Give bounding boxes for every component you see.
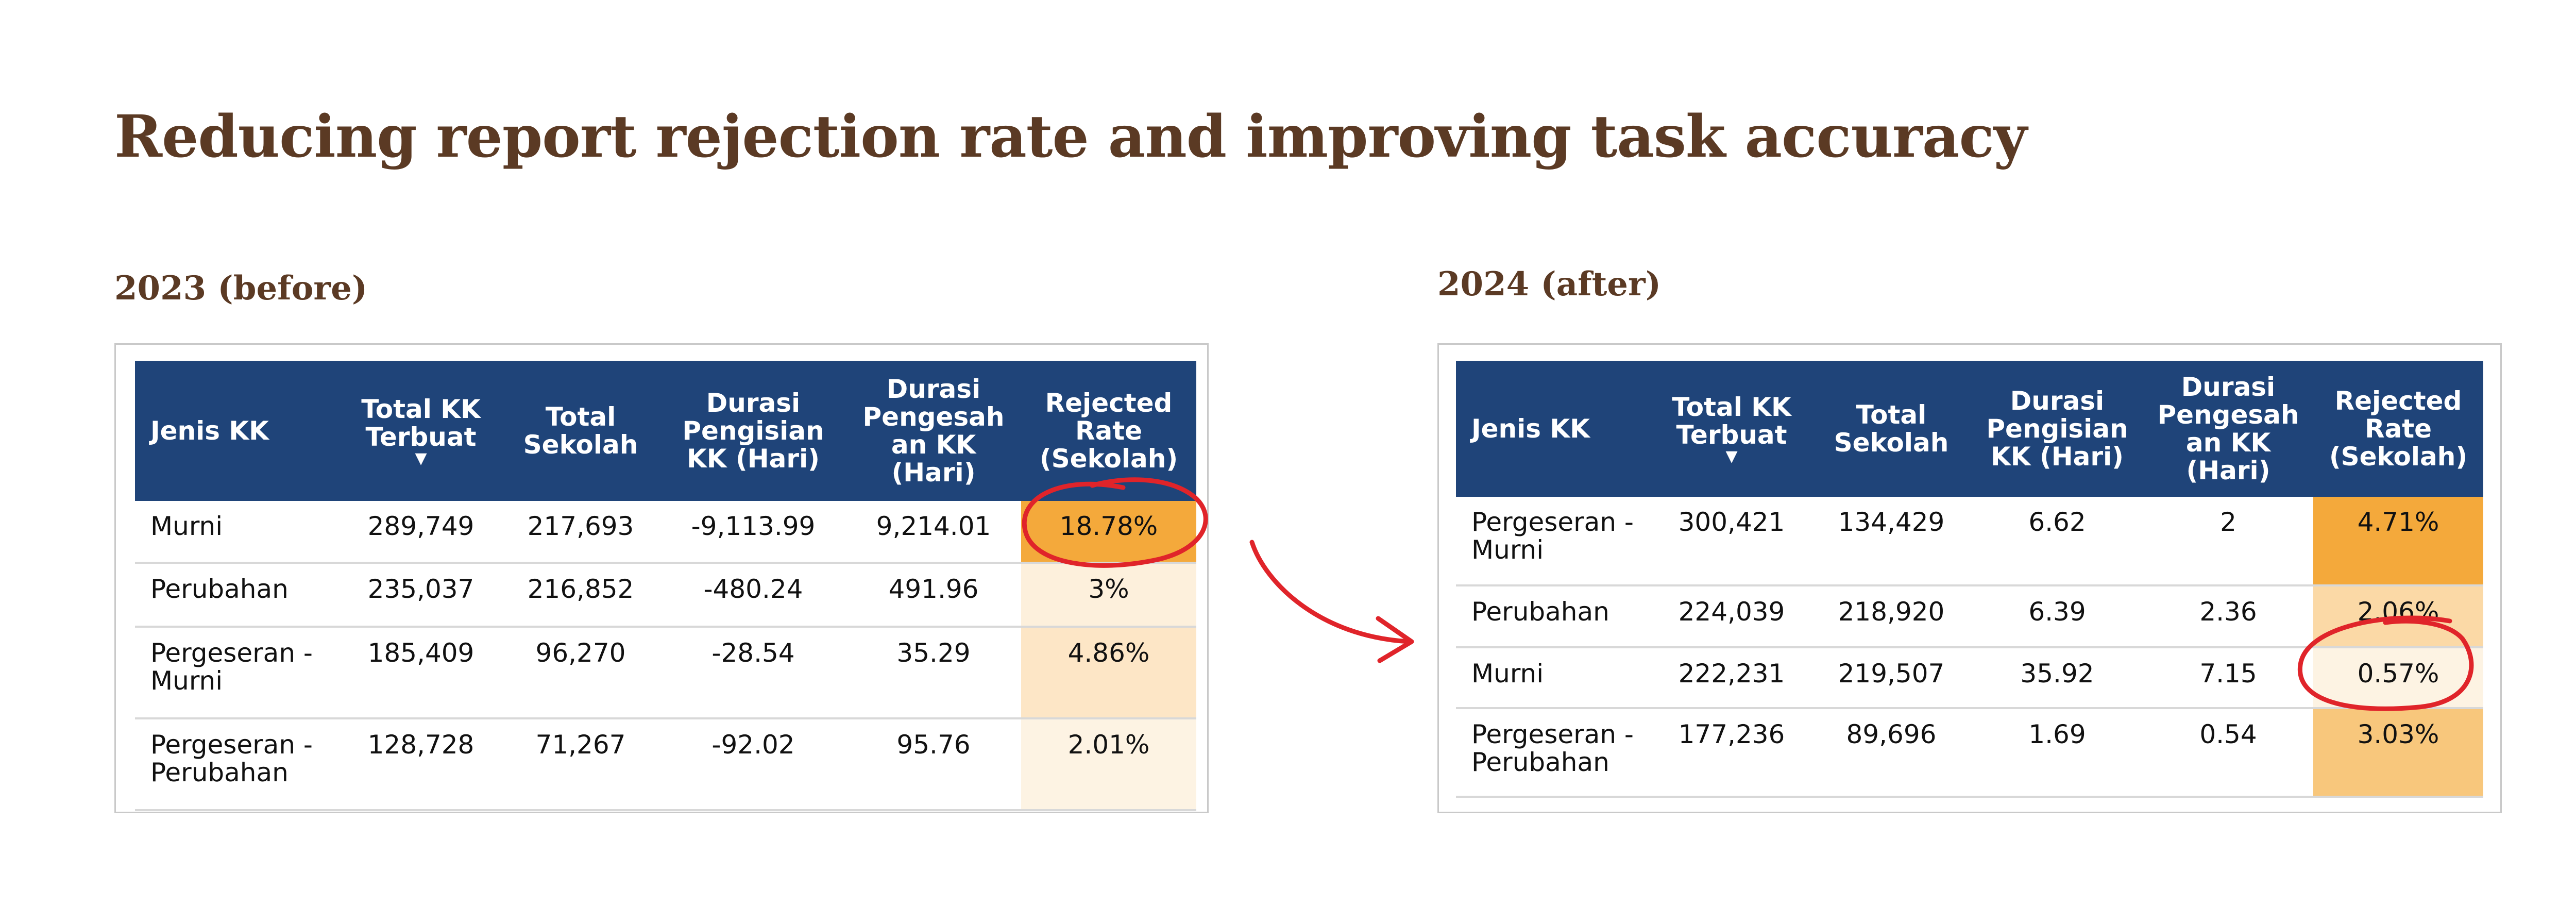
cell-rejected-rate: 3% <box>1021 563 1196 628</box>
after-label: 2024 (after) <box>1437 265 1661 304</box>
col-total-kk-terbuat-label: Total KK Terbuat <box>361 394 481 452</box>
col-total-sekolah[interactable]: Total Sekolah <box>501 361 660 501</box>
table-row: Pergeseran -Murni 185,409 96,270 -28.54 … <box>135 627 1196 719</box>
cell-total-sekolah: 89,696 <box>1811 708 1971 798</box>
cell-jenis: Pergeseran -Murni <box>135 627 341 719</box>
cell-jenis: Pergeseran -Perubahan <box>135 718 341 811</box>
cell-total-kk: 128,728 <box>341 718 501 811</box>
cell-jenis: Pergeseran -Murni <box>1456 497 1652 586</box>
col-total-sekolah[interactable]: Total Sekolah <box>1811 361 1971 497</box>
table-row: Perubahan 235,037 216,852 -480.24 491.96… <box>135 563 1196 628</box>
cell-rejected-rate: 18.78% <box>1021 501 1196 564</box>
table-row: Pergeseran -Perubahan 177,236 89,696 1.6… <box>1456 708 2483 798</box>
col-total-kk-terbuat-label: Total KK Terbuat <box>1672 392 1791 450</box>
sort-down-icon[interactable]: ▼ <box>1725 447 1738 465</box>
cell-jenis: Murni <box>135 501 341 564</box>
cell-durasi-pengesahan: 9,214.01 <box>846 501 1021 564</box>
cell-durasi-pengisian: -92.02 <box>660 718 846 811</box>
cell-total-kk: 222,231 <box>1652 647 1811 709</box>
cell-total-sekolah: 71,267 <box>501 718 660 811</box>
cell-durasi-pengisian: 35.92 <box>1971 647 2143 709</box>
col-durasi-pengisian[interactable]: Durasi Pengisian KK (Hari) <box>1971 361 2143 497</box>
arrow-curve-annotation <box>1249 540 1412 644</box>
page-title: Reducing report rejection rate and impro… <box>114 103 2027 171</box>
before-label: 2023 (before) <box>114 269 368 308</box>
cell-total-kk: 289,749 <box>341 501 501 564</box>
cell-durasi-pengisian: -28.54 <box>660 627 846 719</box>
cell-durasi-pengisian: -9,113.99 <box>660 501 846 564</box>
circle-after-0-57-annotation <box>2297 615 2474 711</box>
cell-jenis: Perubahan <box>1456 585 1652 648</box>
cell-jenis: Murni <box>1456 647 1652 709</box>
arrow-head-icon <box>1376 616 1414 663</box>
col-rejected-rate[interactable]: Rejected Rate (Sekolah) <box>2313 361 2483 497</box>
cell-rejected-rate: 2.01% <box>1021 718 1196 811</box>
cell-durasi-pengisian: -480.24 <box>660 563 846 628</box>
cell-rejected-rate: 4.86% <box>1021 627 1196 719</box>
cell-total-sekolah: 216,852 <box>501 563 660 628</box>
cell-durasi-pengesahan: 2.36 <box>2143 585 2313 648</box>
table-row: Pergeseran -Murni 300,421 134,429 6.62 2… <box>1456 497 2483 586</box>
col-durasi-pengesahan[interactable]: Durasi Pengesah an KK (Hari) <box>846 361 1021 501</box>
cell-durasi-pengisian: 6.39 <box>1971 585 2143 648</box>
cell-durasi-pengesahan: 0.54 <box>2143 708 2313 798</box>
cell-rejected-rate: 4.71% <box>2313 497 2483 586</box>
cell-durasi-pengesahan: 2 <box>2143 497 2313 586</box>
cell-total-sekolah: 217,693 <box>501 501 660 564</box>
table-row: Murni 222,231 219,507 35.92 7.15 0.57% <box>1456 647 2483 709</box>
col-jenis-kk[interactable]: Jenis KK <box>1456 361 1652 497</box>
sort-down-icon[interactable]: ▼ <box>415 449 427 467</box>
cell-total-sekolah: 96,270 <box>501 627 660 719</box>
cell-durasi-pengesahan: 7.15 <box>2143 647 2313 709</box>
col-durasi-pengisian[interactable]: Durasi Pengisian KK (Hari) <box>660 361 846 501</box>
before-table: Jenis KK Total KK Terbuat ▼ Total Sekolah… <box>135 361 1196 811</box>
cell-total-sekolah: 218,920 <box>1811 585 1971 648</box>
col-total-kk-terbuat[interactable]: Total KK Terbuat ▼ <box>341 361 501 501</box>
circle-before-18-78-annotation <box>1022 477 1208 568</box>
table-row: Murni 289,749 217,693 -9,113.99 9,214.01… <box>135 501 1196 564</box>
cell-rejected-rate: 2.06% <box>2313 585 2483 648</box>
cell-rejected-rate: 3.03% <box>2313 708 2483 798</box>
cell-total-sekolah: 219,507 <box>1811 647 1971 709</box>
cell-jenis: Pergeseran -Perubahan <box>1456 708 1652 798</box>
cell-durasi-pengesahan: 491.96 <box>846 563 1021 628</box>
cell-durasi-pengesahan: 35.29 <box>846 627 1021 719</box>
cell-durasi-pengesahan: 95.76 <box>846 718 1021 811</box>
cell-jenis: Perubahan <box>135 563 341 628</box>
table-row: Pergeseran -Perubahan 128,728 71,267 -92… <box>135 718 1196 811</box>
cell-total-kk: 300,421 <box>1652 497 1811 586</box>
cell-durasi-pengisian: 6.62 <box>1971 497 2143 586</box>
after-table: Jenis KK Total KK Terbuat ▼ Total Sekolah… <box>1456 361 2483 798</box>
cell-total-kk: 224,039 <box>1652 585 1811 648</box>
table-row: Perubahan 224,039 218,920 6.39 2.36 2.06… <box>1456 585 2483 648</box>
cell-total-kk: 235,037 <box>341 563 501 628</box>
cell-total-kk: 185,409 <box>341 627 501 719</box>
col-rejected-rate[interactable]: Rejected Rate (Sekolah) <box>1021 361 1196 501</box>
col-jenis-kk[interactable]: Jenis KK <box>135 361 341 501</box>
cell-total-sekolah: 134,429 <box>1811 497 1971 586</box>
col-durasi-pengesahan[interactable]: Durasi Pengesah an KK (Hari) <box>2143 361 2313 497</box>
cell-durasi-pengisian: 1.69 <box>1971 708 2143 798</box>
col-total-kk-terbuat[interactable]: Total KK Terbuat ▼ <box>1652 361 1811 497</box>
cell-total-kk: 177,236 <box>1652 708 1811 798</box>
